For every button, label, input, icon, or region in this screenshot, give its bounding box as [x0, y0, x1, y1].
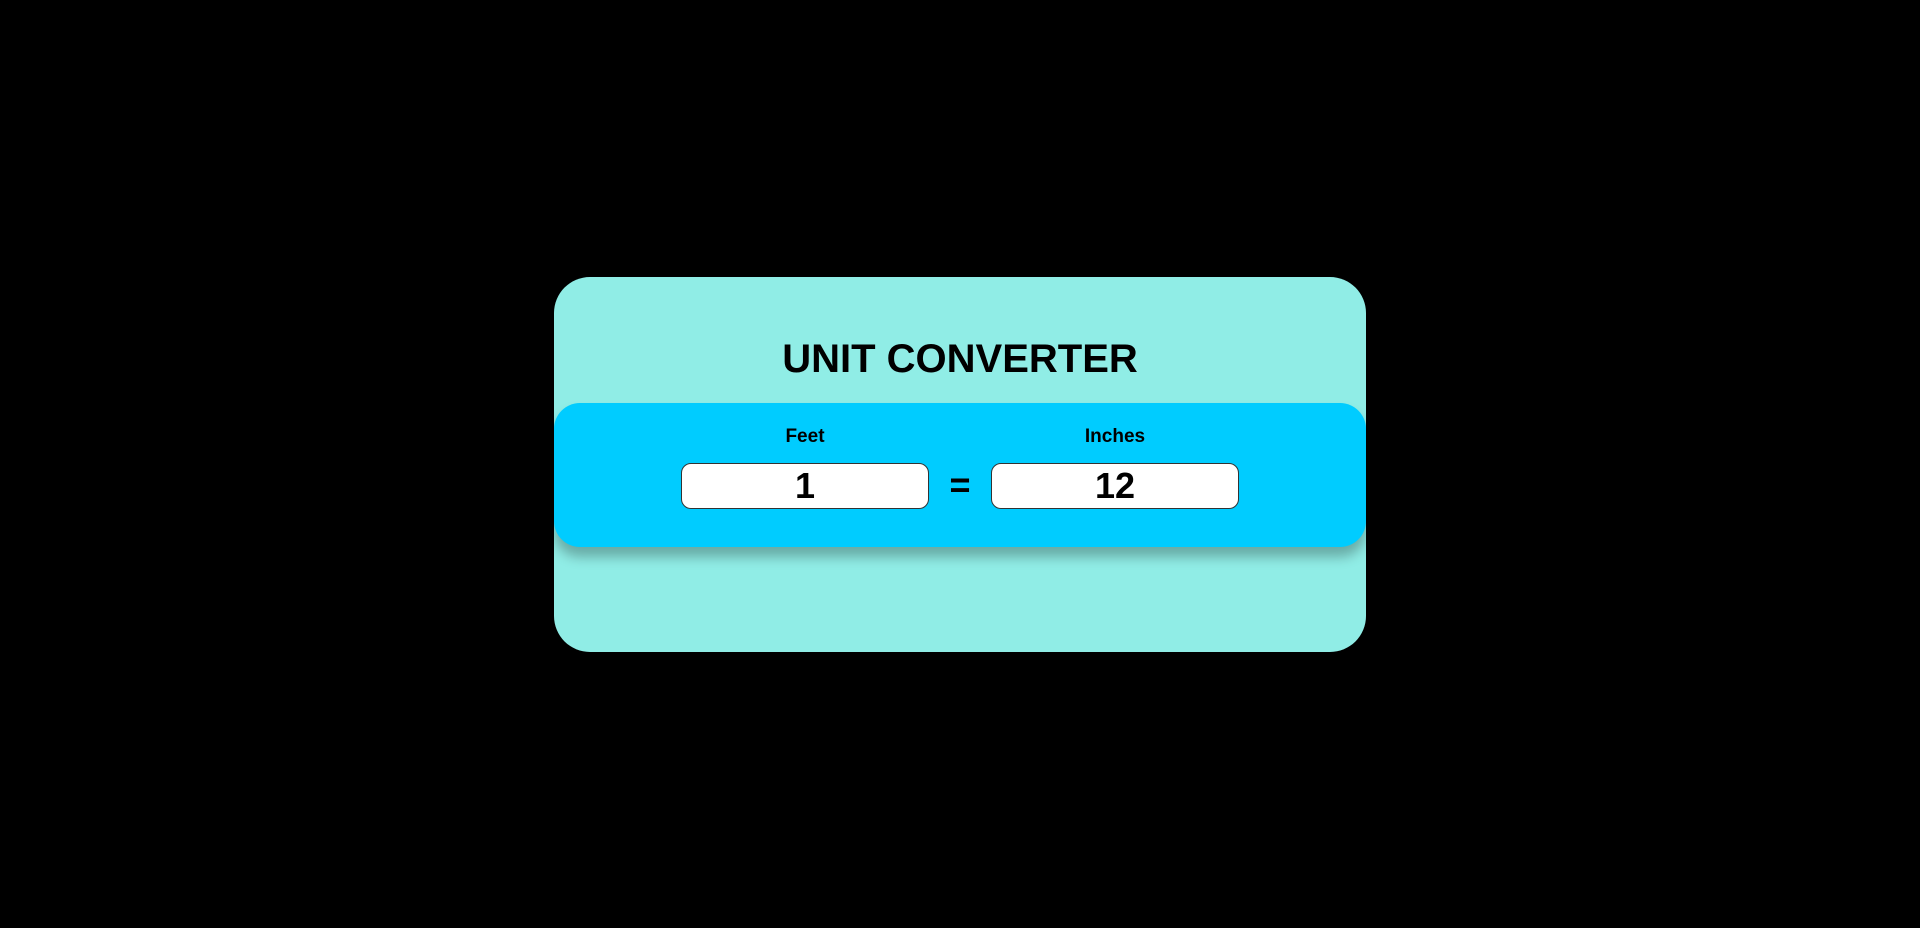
to-unit-label: Inches: [1084, 426, 1146, 447]
from-unit-input[interactable]: [681, 463, 929, 509]
converter-card: UNIT CONVERTER Feet = Inches: [554, 277, 1366, 652]
equals-sign: =: [949, 464, 971, 505]
conversion-panel: Feet = Inches: [554, 403, 1366, 547]
page-title: UNIT CONVERTER: [782, 337, 1138, 381]
from-unit-label: Feet: [785, 426, 825, 447]
to-unit-input[interactable]: [991, 463, 1239, 509]
